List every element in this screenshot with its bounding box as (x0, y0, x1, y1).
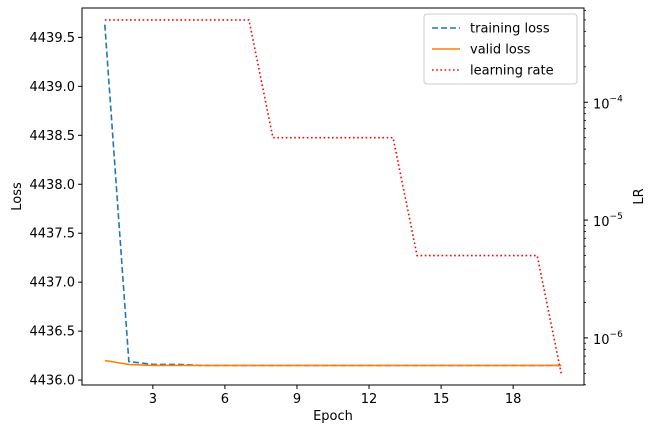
y-axis-right-label: LR (632, 188, 647, 204)
x-axis-label: Epoch (313, 409, 353, 424)
x-tick-label: 3 (149, 392, 157, 407)
y-left-tick-label: 4436.5 (30, 325, 76, 340)
legend-box (423, 13, 578, 85)
legend-label: valid loss (470, 43, 531, 58)
legend-label: training loss (470, 22, 550, 37)
y-axis-right: 10−6 10−5 10−4 (584, 10, 623, 386)
y-right-tick-label: 10−6 (593, 330, 623, 348)
x-tick-label: 6 (221, 392, 229, 407)
x-tick-label: 9 (293, 392, 301, 407)
x-axis: 3 6 9 12 15 18 (149, 385, 522, 407)
series-line-valid-loss (104, 359, 562, 367)
y-left-tick-label: 4439.5 (30, 31, 76, 46)
y-left-tick-label: 4436.0 (30, 374, 76, 389)
y-left-tick-label: 4437.0 (30, 276, 76, 291)
y-right-tick-label: 10−5 (593, 212, 623, 230)
y-left-tick-label: 4437.5 (30, 227, 76, 242)
series-line-learning-rate (104, 19, 562, 374)
x-tick-label: 12 (361, 392, 378, 407)
y-axis-left: 4436.0 4436.5 4437.0 4437.5 4438.0 4438.5 4439… (30, 31, 82, 389)
legend: training loss valid loss learning rate (423, 13, 578, 85)
y-left-tick-label: 4438.5 (30, 129, 76, 144)
y-left-tick-label: 4439.0 (30, 80, 76, 95)
legend-label: learning rate (470, 64, 554, 79)
y-axis-left-label: Loss (10, 182, 25, 211)
plot-lines (104, 19, 562, 374)
y-left-tick-label: 4438.0 (30, 178, 76, 193)
y-right-tick-label: 10−4 (593, 94, 623, 112)
x-tick-label: 18 (505, 392, 522, 407)
plot-frame (81, 7, 585, 386)
x-tick-label: 15 (433, 392, 450, 407)
